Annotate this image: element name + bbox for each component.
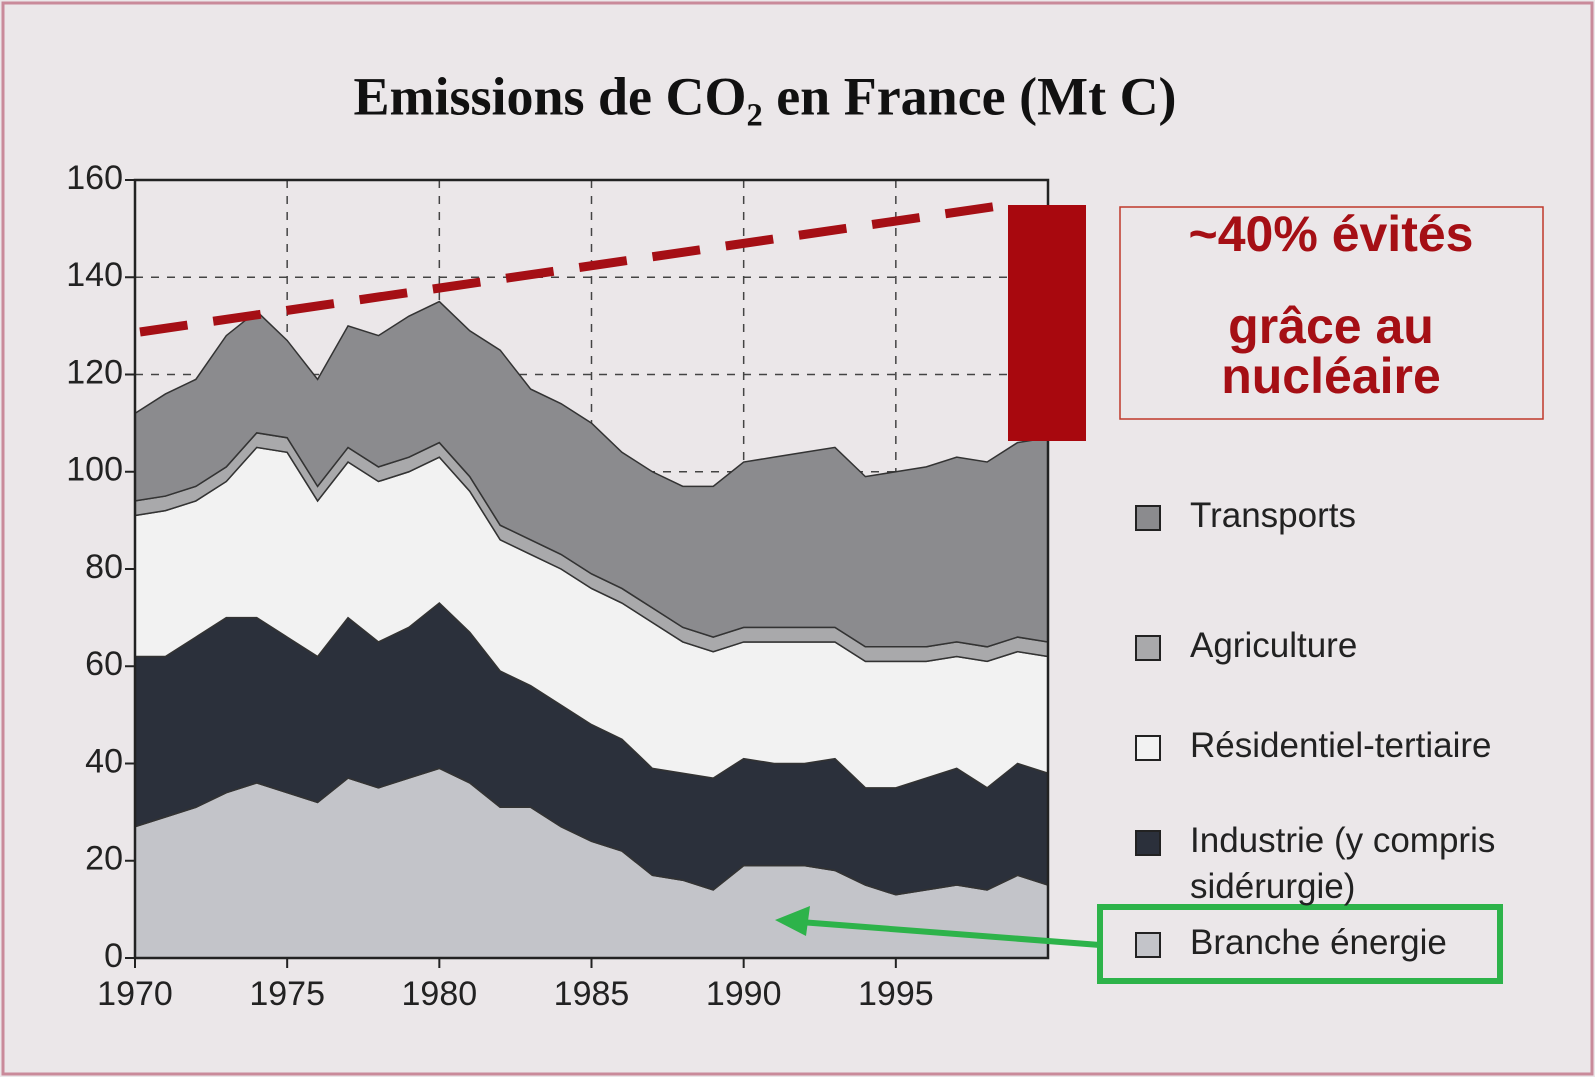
y-tick-label: 20 — [85, 840, 123, 878]
y-tick-label: 120 — [66, 353, 123, 391]
trend-line — [139, 200, 1006, 337]
annotation: grâce au — [1228, 298, 1434, 354]
legend-label: Industrie (y compris sidérurgie) — [1190, 821, 1496, 906]
legend-swatch — [1135, 735, 1161, 761]
legend-label: Transports — [1190, 496, 1356, 535]
legend-label: Branche énergie — [1190, 923, 1447, 962]
arrow-head — [775, 906, 810, 936]
annotation: ~40% évités — [1189, 206, 1474, 262]
plot-border — [133, 178, 1050, 960]
x-tick-label: 1995 — [858, 975, 934, 1013]
chart-title: Emissions de CO₂ en France (Mt C) — [353, 66, 1176, 126]
y-tick-label: 80 — [85, 548, 123, 586]
x-tick-label: 1985 — [554, 975, 630, 1013]
annotation: nucléaire — [1221, 348, 1441, 404]
annotation-box — [1119, 206, 1544, 420]
legend-label: Agriculture — [1190, 626, 1358, 665]
x-tick-label: 1970 — [97, 975, 173, 1013]
y-tick-label: 40 — [85, 742, 123, 780]
legend-swatch — [1135, 932, 1161, 958]
legend-swatch — [1135, 830, 1161, 856]
legend-item: Industrie (y compris sidérurgie) — [1135, 818, 1515, 910]
legend-item: Branche énergie — [1135, 920, 1515, 966]
arrow — [799, 919, 1101, 948]
x-tick-label: 1975 — [249, 975, 325, 1013]
x-tick-label: 1980 — [402, 975, 478, 1013]
avoided-bar — [1008, 205, 1086, 441]
y-tick-label: 60 — [85, 645, 123, 683]
legend-item: Agriculture — [1135, 623, 1515, 669]
y-tick-label: 100 — [66, 451, 123, 489]
legend-label: Résidentiel-tertiaire — [1190, 726, 1492, 765]
legend-swatch — [1135, 505, 1161, 531]
y-tick-label: 0 — [104, 937, 123, 975]
x-tick-label: 1990 — [706, 975, 782, 1013]
y-tick-label: 160 — [66, 159, 123, 197]
legend-item: Transports — [1135, 493, 1515, 539]
legend-swatch — [1135, 635, 1161, 661]
plot: 0 20 40 60 80 100 120 140 160 1970 1975 1980 1985 199… — [66, 159, 1050, 1013]
y-tick-label: 140 — [66, 256, 123, 294]
legend-item: Résidentiel-tertiaire — [1135, 723, 1515, 769]
